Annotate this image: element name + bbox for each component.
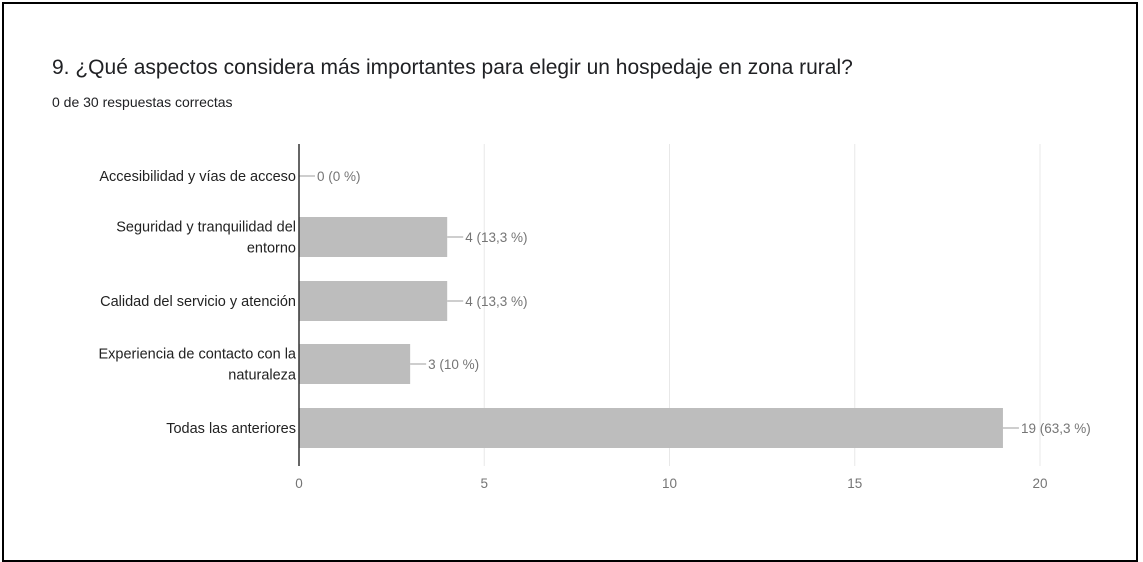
category-label-1-line-0: Seguridad y tranquilidad del <box>116 220 296 236</box>
data-label-3: 3 (10 %) <box>428 357 479 372</box>
correct-responses-count: 0 de 30 respuestas correctas <box>52 94 233 110</box>
data-label-4: 19 (63,3 %) <box>1021 421 1091 436</box>
data-label-1: 4 (13,3 %) <box>465 230 527 245</box>
x-tick-label-3: 15 <box>847 476 862 491</box>
x-tick-label-0: 0 <box>295 476 303 491</box>
data-label-2: 4 (13,3 %) <box>465 294 527 309</box>
x-tick-label-1: 5 <box>480 476 488 491</box>
bar-chart: Accesibilidad y vías de acceso 0 (0 %) Seg… <box>99 144 1091 491</box>
category-label-3-line-1: naturaleza <box>228 368 297 384</box>
x-tick-label-2: 10 <box>662 476 677 491</box>
bar-2 <box>299 281 448 321</box>
category-label-4: Todas las anteriores <box>166 421 296 437</box>
bar-3 <box>299 344 411 384</box>
category-label-0: Accesibilidad y vías de acceso <box>99 169 296 185</box>
data-label-0: 0 (0 %) <box>317 169 361 184</box>
category-label-2: Calidad del servicio y atención <box>100 294 296 310</box>
category-label-3-line-0: Experiencia de contacto con la <box>99 347 297 363</box>
x-tick-label-4: 20 <box>1032 476 1047 491</box>
bar-1 <box>299 217 448 257</box>
bar-4 <box>299 408 1003 448</box>
category-label-1-line-1: entorno <box>247 241 296 257</box>
question-title: 9. ¿Qué aspectos considera más important… <box>52 56 853 79</box>
